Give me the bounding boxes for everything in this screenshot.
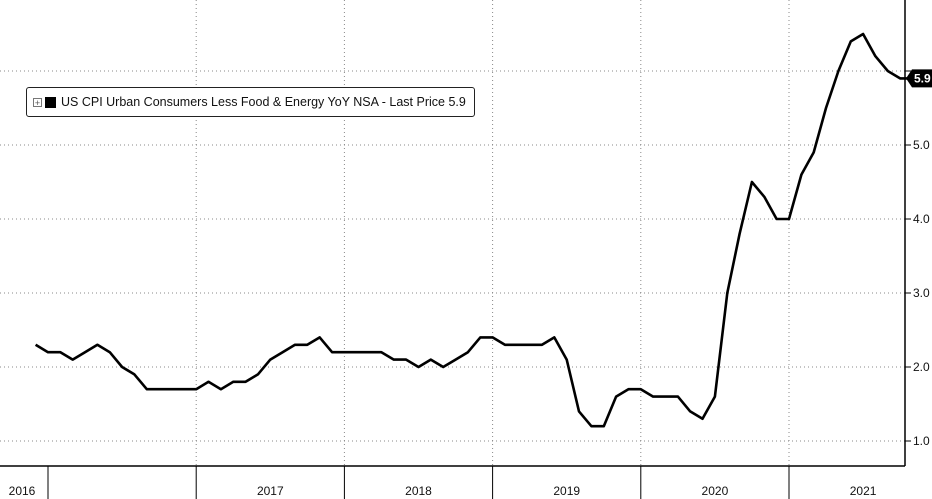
legend-swatch <box>45 96 56 108</box>
x-axis-ticks: 2016201720182019202020212022 <box>9 466 877 499</box>
last-value-label: 5.9 <box>914 71 931 85</box>
y-tick-label: 5.0 <box>913 138 930 152</box>
last-value-badge: 5.9 <box>906 69 932 88</box>
legend-label: US CPI Urban Consumers Less Food & Energ… <box>61 95 466 109</box>
y-tick-label: 1.0 <box>913 434 930 448</box>
expand-icon[interactable]: + <box>33 97 42 108</box>
y-tick-label: 4.0 <box>913 212 930 226</box>
x-tick-label: 2018 <box>405 484 432 498</box>
x-tick-label: 2020 <box>702 484 729 498</box>
legend: + US CPI Urban Consumers Less Food & Ene… <box>26 87 475 117</box>
y-tick-label: 2.0 <box>913 360 930 374</box>
x-tick-label: 2021 <box>850 484 877 498</box>
x-tick-label: 2019 <box>553 484 580 498</box>
y-axis-ticks: 1.0 2.0 3.0 4.0 5.0 <box>905 70 930 448</box>
x-tick-label: 2016 <box>9 484 36 498</box>
gridlines <box>0 0 905 466</box>
cpi-series-line <box>34 32 913 428</box>
x-tick-label: 2017 <box>257 484 284 498</box>
y-tick-label: 3.0 <box>913 286 930 300</box>
